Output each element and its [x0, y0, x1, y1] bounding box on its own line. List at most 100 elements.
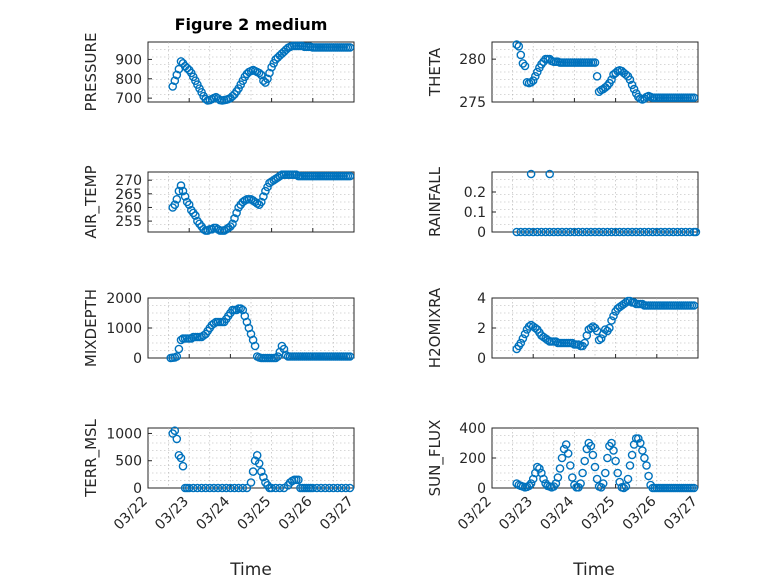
- data-point: [677, 227, 686, 237]
- y-axis-label: SUN_FLUX: [426, 420, 445, 497]
- data-point: [553, 227, 563, 237]
- data-point: [261, 186, 270, 196]
- y-tick-label: 2000: [106, 291, 142, 307]
- data-point: [263, 74, 272, 84]
- data-point: [627, 227, 637, 237]
- data-point: [526, 479, 536, 488]
- data-point: [590, 227, 600, 237]
- data-point: [178, 461, 188, 471]
- data-point: [524, 322, 534, 331]
- data-series: [168, 41, 355, 105]
- data-point: [578, 468, 587, 478]
- data-point: [535, 464, 544, 473]
- data-point: [625, 461, 635, 470]
- data-point: [570, 227, 579, 237]
- data-point: [625, 75, 635, 84]
- subplot-5: 0 1000 2000 MIXDEPTH: [82, 289, 355, 367]
- y-tick-label: 275: [459, 95, 486, 111]
- data-point: [601, 325, 610, 334]
- data-point: [537, 227, 546, 237]
- data-point: [648, 227, 658, 237]
- data-point: [689, 301, 699, 310]
- data-point: [592, 474, 602, 484]
- data-point: [656, 227, 666, 237]
- data-point: [512, 227, 522, 237]
- data-point: [638, 446, 647, 455]
- data-point: [590, 462, 600, 472]
- subplot-4: 0 0.1 0.2 RAINFALL: [426, 166, 701, 241]
- data-point: [230, 214, 239, 223]
- data-point: [186, 334, 196, 343]
- data-point: [605, 323, 614, 333]
- data-point: [197, 483, 206, 493]
- data-point: [640, 453, 649, 463]
- data-point: [254, 459, 264, 468]
- data-point: [537, 60, 546, 69]
- data-point: [248, 467, 258, 476]
- data-point: [250, 341, 260, 351]
- y-axis-label: TERR_MSL: [82, 418, 101, 497]
- y-tick-label: 0: [133, 481, 142, 497]
- data-point: [609, 446, 618, 455]
- subplot-6: 0 2 4 H2OMIXRA: [426, 287, 699, 368]
- data-point: [594, 335, 604, 345]
- data-point: [271, 483, 281, 493]
- data-point: [528, 76, 538, 85]
- data-point: [168, 82, 177, 91]
- data-point: [592, 72, 602, 81]
- x-tick-label: 03/22: [111, 494, 151, 534]
- data-point: [205, 483, 215, 493]
- data-point: [533, 462, 542, 472]
- y-tick-label: 265: [115, 187, 142, 203]
- y-tick-label: 0.1: [464, 205, 486, 221]
- data-point: [174, 344, 184, 354]
- data-point: [603, 227, 612, 237]
- y-tick-label: 4: [477, 291, 486, 307]
- figure-title: Figure 2 medium: [175, 15, 328, 34]
- data-point: [201, 94, 210, 104]
- data-point: [184, 483, 194, 493]
- data-point: [230, 483, 239, 493]
- data-point: [516, 50, 526, 60]
- data-point: [586, 441, 596, 451]
- y-tick-label: 700: [115, 91, 142, 107]
- data-point: [271, 353, 281, 363]
- data-point: [594, 227, 604, 237]
- x-tick-label: 03/24: [537, 493, 577, 533]
- data-point: [629, 84, 639, 94]
- data-point: [524, 227, 534, 237]
- data-point: [689, 483, 699, 493]
- y-axis-label: PRESSURE: [82, 33, 100, 112]
- y-tick-label: 0: [477, 225, 486, 241]
- data-point: [627, 80, 637, 90]
- data-point: [627, 450, 637, 460]
- y-tick-label: 1000: [106, 426, 142, 442]
- data-point: [669, 227, 678, 237]
- data-point: [281, 350, 291, 360]
- data-point: [209, 319, 219, 328]
- data-point: [557, 227, 567, 237]
- y-tick-label: 1000: [106, 321, 142, 337]
- data-point: [578, 227, 587, 237]
- y-axis-label: H2OMIXRA: [426, 287, 444, 368]
- data-series: [512, 169, 701, 237]
- data-point: [252, 450, 262, 460]
- x-tick-label: 03/25: [579, 494, 619, 534]
- data-point: [615, 477, 625, 487]
- data-point: [188, 483, 198, 493]
- data-point: [265, 68, 274, 78]
- y-axis-label: THETA: [426, 47, 444, 97]
- data-point: [545, 227, 555, 237]
- data-point: [316, 483, 326, 493]
- data-point: [259, 76, 268, 85]
- y-tick-label: 0: [477, 481, 486, 497]
- data-point: [621, 298, 631, 307]
- data-point: [333, 483, 342, 493]
- data-point: [613, 468, 623, 478]
- data-point: [555, 464, 565, 473]
- subplot-1: 700 800 900 PRESSURE: [82, 33, 355, 112]
- data-series: [512, 40, 699, 104]
- data-point: [308, 483, 318, 493]
- y-tick-label: 280: [459, 52, 486, 68]
